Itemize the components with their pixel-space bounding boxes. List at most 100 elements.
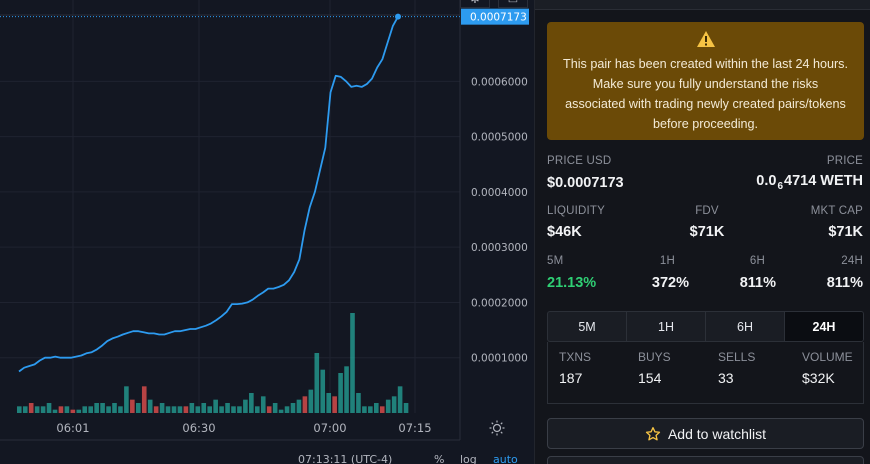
last-price-label: 0.0007173 <box>470 12 527 24</box>
secondary-action-button[interactable] <box>547 456 864 464</box>
change-5m-label: 5M <box>547 255 564 267</box>
volume-bar <box>385 399 391 413</box>
settings-gear-icon[interactable]: ✲ <box>460 0 490 8</box>
volume-bar <box>201 403 207 413</box>
change-6h-value: 811% <box>739 275 776 291</box>
y-tick-label: 0.0003000 <box>471 242 528 254</box>
volume-bar <box>153 406 159 413</box>
volume-bar <box>314 353 320 413</box>
volume-bar <box>64 406 70 413</box>
volume-bar <box>58 406 64 413</box>
volume-bar <box>100 403 105 413</box>
volume-bar <box>118 406 123 413</box>
volume-bar <box>130 399 135 413</box>
txns-stat: TXNS 187 <box>559 350 591 386</box>
volume-bar <box>391 396 397 413</box>
warning-text: This pair has been created within the la… <box>563 57 848 131</box>
volume-bar <box>147 399 153 413</box>
volume-bar <box>237 406 242 413</box>
volume-bar <box>308 389 314 413</box>
volume-bar <box>82 406 88 413</box>
change-24h-label: 24H <box>841 255 863 267</box>
volume-bar <box>260 396 266 413</box>
volume-value: $32K <box>802 370 835 386</box>
volume-bar <box>52 409 58 413</box>
volume-bar <box>338 373 343 413</box>
volume-bar <box>219 406 224 413</box>
last-price-point <box>395 13 401 20</box>
pair-info-panel: This pair has been created within the la… <box>534 0 870 464</box>
new-pair-warning: This pair has been created within the la… <box>547 22 864 140</box>
volume-bar <box>255 406 260 413</box>
volume-bar <box>76 409 82 413</box>
txns-label: TXNS <box>559 350 592 364</box>
x-tick-label: 06:30 <box>182 421 215 435</box>
volume-bar <box>379 406 385 413</box>
volume-bar <box>171 406 177 413</box>
volume-bar <box>106 406 111 413</box>
panel-top-strip <box>535 0 870 10</box>
volume-bar <box>225 403 230 413</box>
tab-6h[interactable]: 6H <box>706 312 785 341</box>
volume-bar <box>266 406 272 413</box>
change-24h-value: 811% <box>826 275 863 291</box>
fdv-label: FDV <box>695 205 719 217</box>
volume-bar <box>159 403 165 413</box>
volume-label: VOLUME <box>802 350 853 364</box>
volume-bar <box>195 406 201 413</box>
volume-bar <box>94 403 99 413</box>
volume-bar <box>278 409 284 413</box>
mktcap-label: MKT CAP <box>810 205 863 217</box>
y-tick-label: 0.0002000 <box>471 297 528 309</box>
volume-bar <box>22 406 28 413</box>
warning-icon <box>696 31 715 47</box>
price-usd-value: $0.0007173 <box>547 175 624 191</box>
tab-1h[interactable]: 1H <box>627 312 706 341</box>
volume-bar <box>249 393 254 413</box>
y-tick-label: 0.0001000 <box>471 353 528 365</box>
volume-bar <box>165 406 171 413</box>
chart-status-bar: 07:13:11 (UTC-4) % log auto <box>0 450 534 464</box>
y-tick-label: 0.0006000 <box>471 76 528 88</box>
volume-bar <box>302 396 308 413</box>
volume-bar <box>344 366 349 413</box>
percent-toggle[interactable]: % <box>434 453 445 464</box>
volume-bar <box>403 403 409 413</box>
chart-clock: 07:13:11 (UTC-4) <box>298 453 393 464</box>
watchlist-label: Add to watchlist <box>667 425 767 442</box>
x-tick-label: 07:15 <box>398 421 431 435</box>
auto-toggle[interactable]: auto <box>493 453 518 464</box>
volume-bar <box>17 406 22 413</box>
volume-bar <box>374 403 379 413</box>
volume-bar <box>272 403 278 413</box>
transactions-summary: TXNS 187 BUYS 154 SELLS 33 VOLUME $32K <box>547 342 864 404</box>
change-1h-value: 372% <box>651 275 689 291</box>
last-price-tag <box>461 8 529 25</box>
volume-bar <box>356 393 361 413</box>
volume-bar <box>34 406 40 413</box>
volume-bar <box>88 406 93 413</box>
add-to-watchlist-button[interactable]: Add to watchlist <box>547 418 864 449</box>
sells-stat: SELLS 33 <box>718 350 755 386</box>
volume-bar <box>177 406 183 413</box>
volume-bar <box>296 399 302 413</box>
tab-5m[interactable]: 5M <box>548 312 627 341</box>
buys-stat: BUYS 154 <box>638 350 671 386</box>
volume-bar <box>320 369 326 413</box>
tab-24h[interactable]: 24H <box>785 312 863 341</box>
y-tick-label: 0.0005000 <box>471 132 528 144</box>
price-chart[interactable]: 0.0001000 0.0002000 0.0003000 0.0004000 0.00… <box>0 0 534 450</box>
star-icon <box>645 426 661 440</box>
x-tick-label: 06:01 <box>56 421 89 435</box>
x-tick-label: 07:00 <box>313 421 346 435</box>
liquidity-value: $46K <box>547 224 582 240</box>
timeframe-selector: 5M 1H 6H 24H <box>547 311 864 342</box>
price-chart-panel[interactable]: 0.0001000 0.0002000 0.0003000 0.0004000 0.00… <box>0 0 534 464</box>
screenshot-icon[interactable]: ▭ <box>498 0 528 8</box>
y-tick-label: 0.0004000 <box>471 187 528 199</box>
volume-bar <box>207 406 212 413</box>
time-axis-settings-icon <box>489 420 505 436</box>
log-toggle[interactable]: log <box>460 453 477 464</box>
sells-label: SELLS <box>718 350 756 364</box>
sells-value: 33 <box>718 370 734 386</box>
